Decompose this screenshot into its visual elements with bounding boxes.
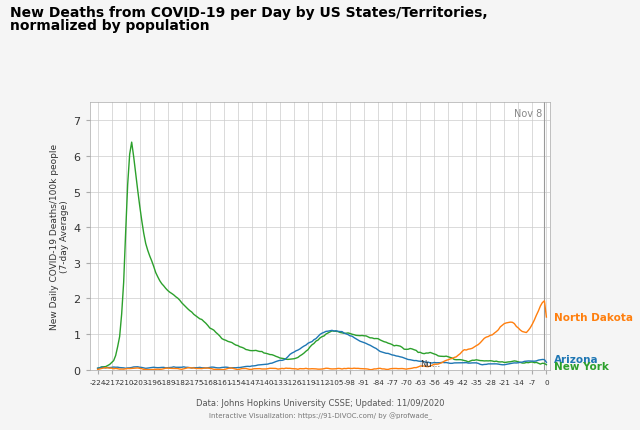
Text: New York: New York [554,362,609,372]
Text: Interactive Visualization: https://91-DIVOC.com/ by @profwade_: Interactive Visualization: https://91-DI… [209,412,431,419]
Text: Arizona: Arizona [554,355,598,365]
Text: North Dakota: North Dakota [554,312,632,322]
Text: Nu…: Nu… [420,359,440,368]
Y-axis label: New Daily COVID-19 Deaths/100k people
(7-day Average): New Daily COVID-19 Deaths/100k people (7… [50,144,69,329]
Text: New Deaths from COVID-19 per Day by US States/Territories,: New Deaths from COVID-19 per Day by US S… [10,6,487,20]
Text: Data: Johns Hopkins University CSSE; Updated: 11/09/2020: Data: Johns Hopkins University CSSE; Upd… [196,398,444,407]
Text: Nov 8: Nov 8 [514,108,542,119]
Text: normalized by population: normalized by population [10,19,209,33]
